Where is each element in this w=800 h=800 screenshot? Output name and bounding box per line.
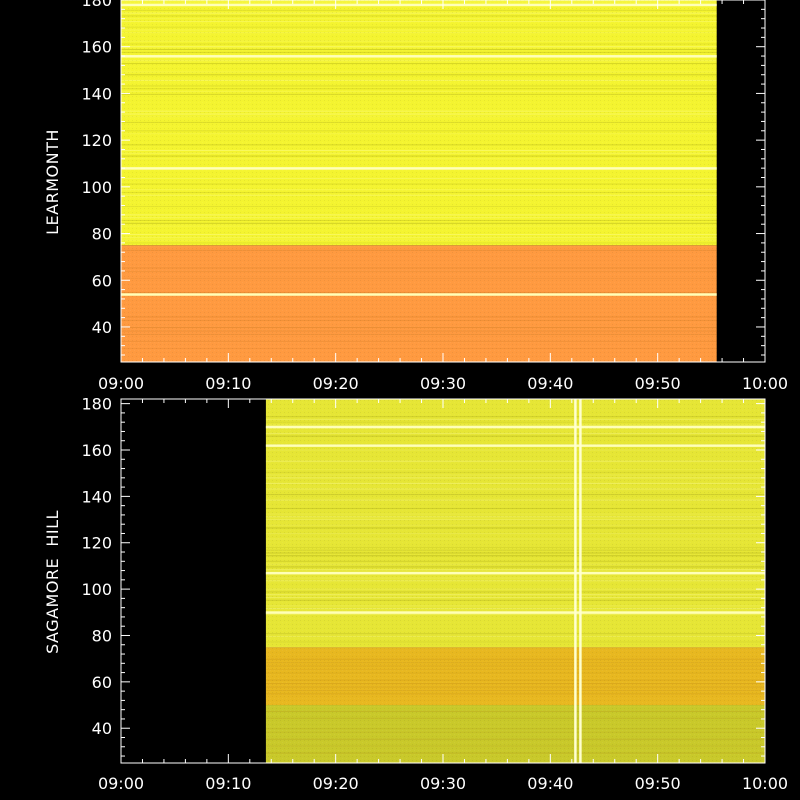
x-tick-label: 10:00 xyxy=(742,774,788,793)
y-tick-label: 140 xyxy=(81,84,112,103)
x-tick-label: 09:10 xyxy=(205,374,251,393)
bright-frequency-line xyxy=(121,55,717,58)
y-tick-label: 60 xyxy=(92,271,112,290)
x-tick-label: 09:20 xyxy=(313,374,359,393)
y-tick-label: 100 xyxy=(81,178,112,197)
learmonth-plot-area xyxy=(120,0,766,363)
spectrogram-texture xyxy=(265,399,765,764)
bright-frequency-line xyxy=(121,293,717,296)
bright-frequency-line xyxy=(121,3,717,7)
bright-frequency-line xyxy=(265,571,765,575)
y-tick-label: 80 xyxy=(92,626,112,645)
bright-frequency-line xyxy=(265,444,765,447)
y-tick-label: 60 xyxy=(92,673,112,692)
radio-burst xyxy=(579,399,582,763)
spectrogram-texture xyxy=(121,0,717,363)
y-tick-label: 40 xyxy=(92,318,112,337)
y-tick-label: 40 xyxy=(92,719,112,738)
y-tick-label: 180 xyxy=(81,0,112,10)
learmonth-x-axis: 09:00 09:10 09:20 09:30 09:40 09:50 10:00 xyxy=(98,0,788,393)
x-tick-label: 09:00 xyxy=(98,774,144,793)
sagamore-hill-plot-area xyxy=(120,398,766,764)
x-tick-label: 09:50 xyxy=(635,774,681,793)
y-tick-label: 180 xyxy=(81,395,112,414)
learmonth-axis-title: LEARMONTH xyxy=(43,129,62,235)
x-tick-label: 09:10 xyxy=(205,774,251,793)
bright-frequency-line xyxy=(265,425,765,429)
y-tick-label: 160 xyxy=(81,38,112,57)
x-tick-label: 09:20 xyxy=(313,774,359,793)
y-tick-label: 120 xyxy=(81,534,112,553)
y-tick-label: 140 xyxy=(81,487,112,506)
x-tick-label: 10:00 xyxy=(742,374,788,393)
radio-burst xyxy=(574,399,577,763)
x-tick-label: 09:00 xyxy=(98,374,144,393)
y-tick-label: 160 xyxy=(81,441,112,460)
x-tick-label: 09:30 xyxy=(420,374,466,393)
sagamore-hill-x-axis: 09:00 09:10 09:20 09:30 09:40 09:50 10:00 xyxy=(98,399,788,793)
sagamore-hill-axis-title: SAGAMORE HILL xyxy=(43,510,62,654)
y-tick-label: 120 xyxy=(81,131,112,150)
bright-frequency-line xyxy=(121,167,717,170)
x-tick-label: 09:30 xyxy=(420,774,466,793)
x-tick-label: 09:50 xyxy=(635,374,681,393)
y-tick-label: 80 xyxy=(92,225,112,244)
x-tick-label: 09:40 xyxy=(527,774,573,793)
x-tick-label: 09:40 xyxy=(527,374,573,393)
learmonth-y-axis: 40 60 80 100 120 140 160 180 xyxy=(81,0,765,356)
sagamore-hill-y-axis: 40 60 80 100 120 140 160 180 xyxy=(81,395,765,757)
y-tick-label: 100 xyxy=(81,580,112,599)
bright-frequency-line xyxy=(265,611,765,614)
